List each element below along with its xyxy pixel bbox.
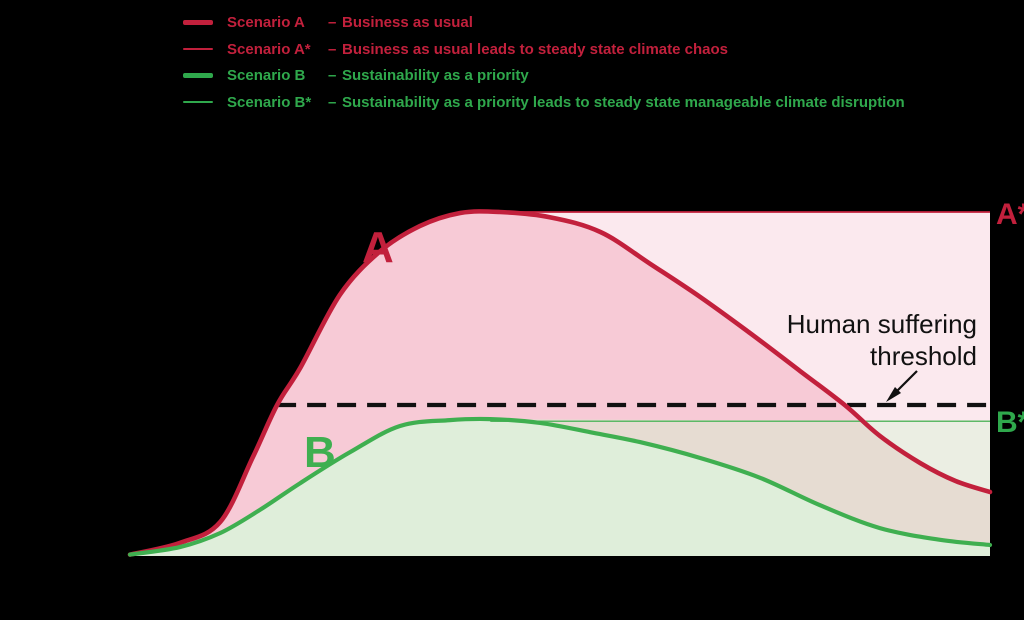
curve-scenario-a xyxy=(127,209,993,557)
legend-separator: – xyxy=(328,66,337,84)
legend-item-scenario-a: Scenario A – Business as usual xyxy=(183,13,473,31)
legend-description: Sustainability as a priority leads to st… xyxy=(342,93,905,111)
a-star-label: A* xyxy=(996,198,1024,231)
legend-separator: – xyxy=(328,93,337,111)
legend-item-scenario-b-star: Scenario B* – Sustainability as a priori… xyxy=(183,93,905,111)
legend-separator: – xyxy=(328,13,337,31)
threshold-label-line1: Human suffering xyxy=(787,309,977,339)
legend-line-swatch-thick-green xyxy=(183,72,213,78)
legend-item-scenario-b: Scenario B – Sustainability as a priorit… xyxy=(183,66,529,84)
threshold-arrow xyxy=(886,370,918,402)
legend-line-swatch-thick-red xyxy=(183,19,213,25)
legend-description: Sustainability as a priority xyxy=(342,66,529,84)
curve-b-label: B xyxy=(304,428,336,477)
curve-scenario-b xyxy=(127,416,993,557)
b-star-label: B* xyxy=(996,406,1024,439)
legend-description: Business as usual xyxy=(342,13,473,31)
legend-label: Scenario B xyxy=(227,66,306,84)
legend-label: Scenario A* xyxy=(227,40,311,58)
curve-a-label: A xyxy=(362,223,394,272)
legend-line-swatch-thin-green xyxy=(183,101,213,103)
legend-label: Scenario B* xyxy=(227,93,312,111)
legend-item-scenario-a-star: Scenario A* – Business as usual leads to… xyxy=(183,40,728,58)
fill-under-curve-b xyxy=(130,418,990,556)
legend-description: Business as usual leads to steady state … xyxy=(342,40,729,58)
legend-line-swatch-thin-red xyxy=(183,48,213,50)
threshold-label-line2: threshold xyxy=(870,341,977,371)
fill-between-b-star-and-curve-a xyxy=(863,421,990,492)
legend-separator: – xyxy=(328,40,337,58)
legend-label: Scenario A xyxy=(227,13,305,31)
